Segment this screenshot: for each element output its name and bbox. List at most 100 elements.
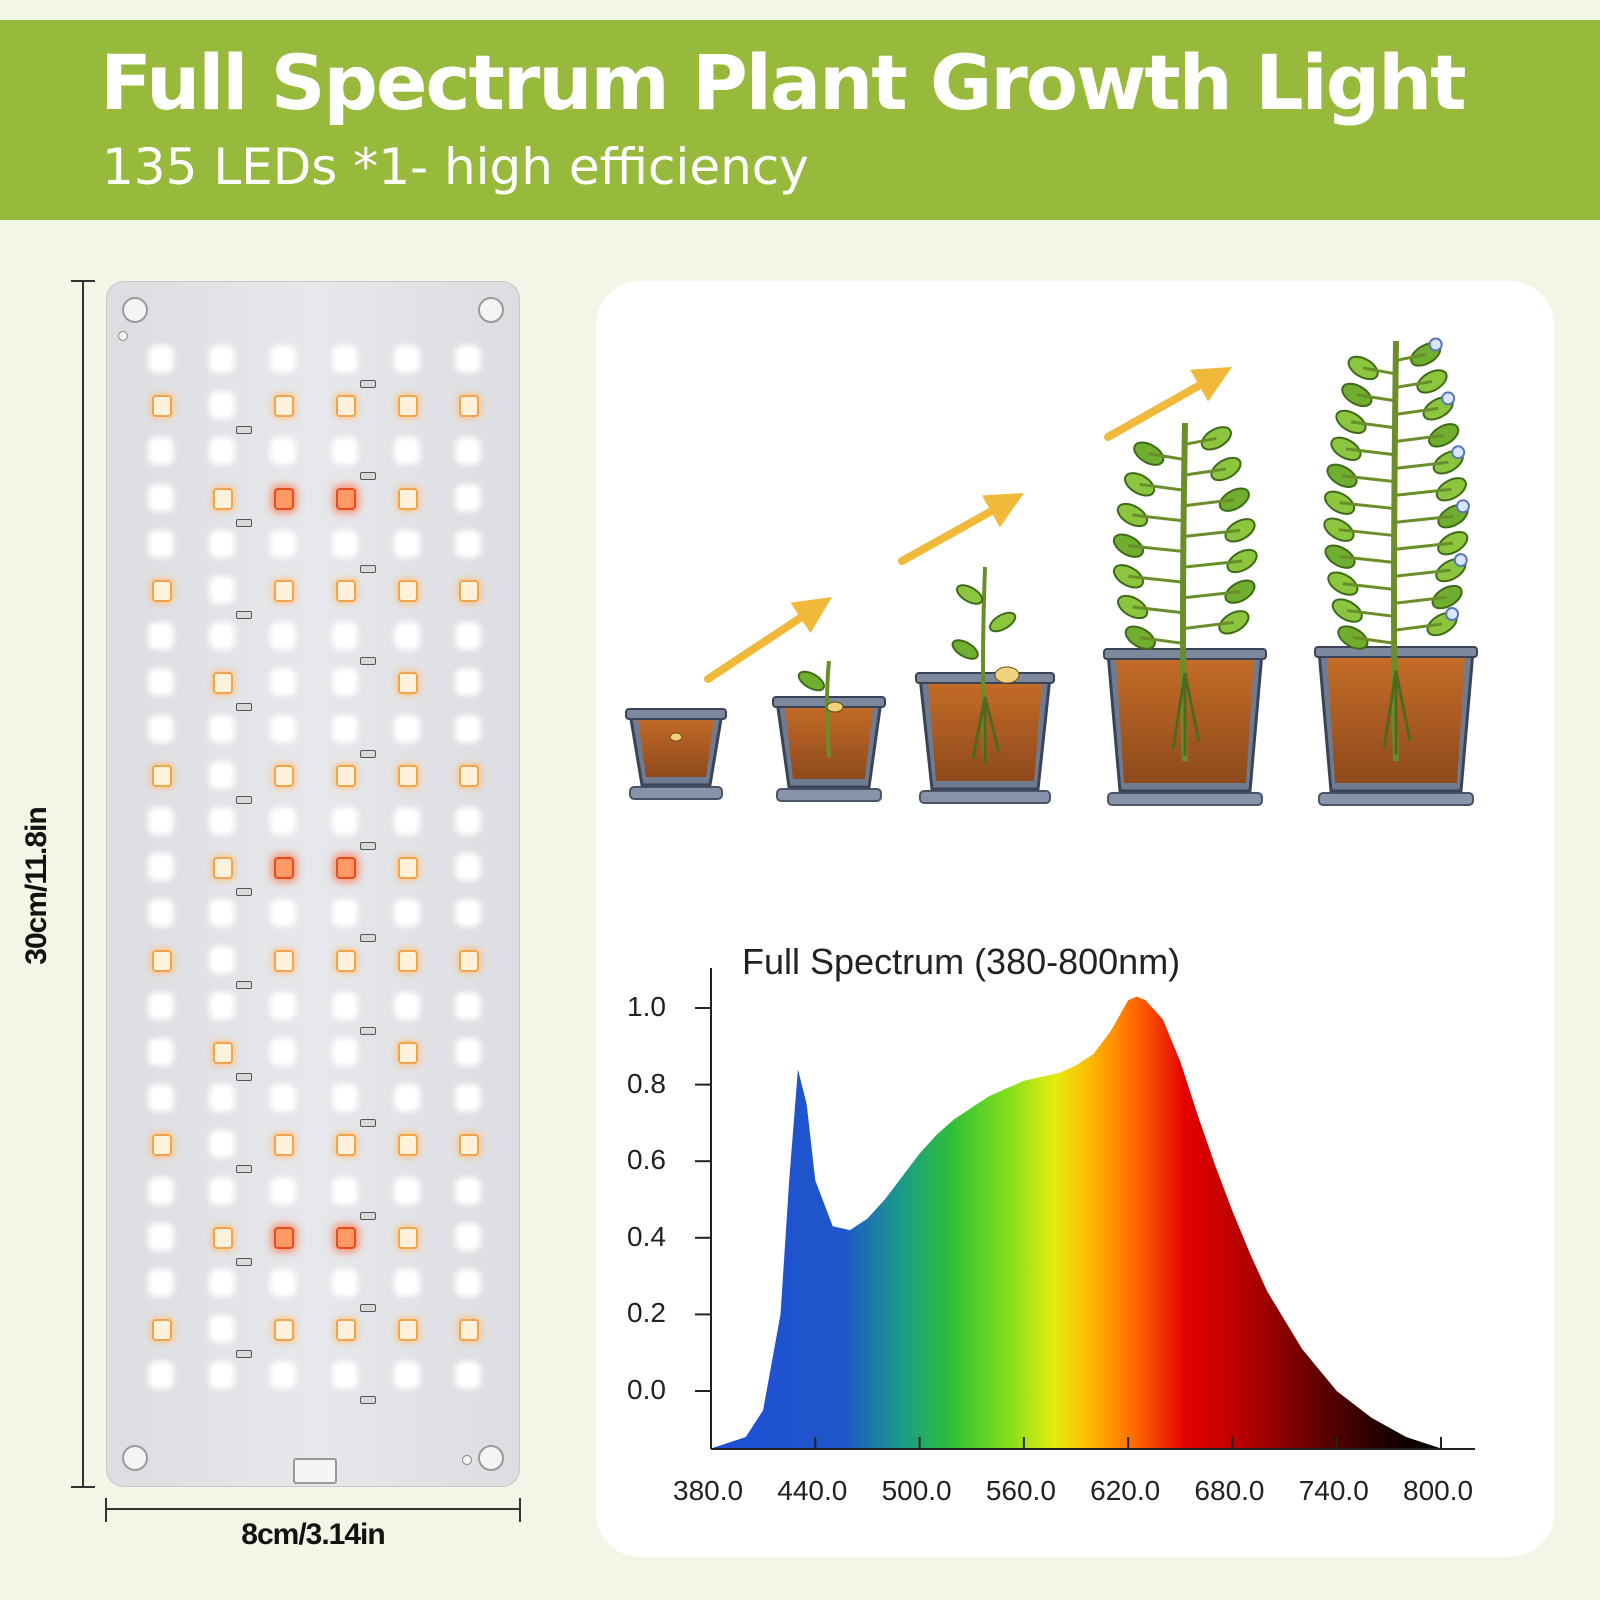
amber-led: [459, 764, 479, 787]
resistor-icon: [360, 472, 376, 481]
white-led: [274, 626, 292, 647]
white-led: [152, 857, 170, 878]
white-led: [152, 718, 170, 739]
white-led: [152, 533, 170, 554]
white-led: [152, 1226, 170, 1247]
amber-led: [336, 764, 356, 787]
white-led: [459, 533, 477, 554]
pot-seedling-icon: [915, 566, 1055, 804]
resistor-icon: [360, 657, 376, 666]
mount-hole-icon: [478, 297, 504, 323]
panel-graphics: [625, 337, 1478, 1450]
page-title: Full Spectrum Plant Growth Light: [100, 38, 1467, 127]
title-banner: Full Spectrum Plant Growth Light 135 LED…: [0, 20, 1600, 220]
white-led: [459, 672, 477, 693]
resistor-icon: [360, 1119, 376, 1128]
x-tick-label: 560.0: [985, 1475, 1056, 1506]
white-led: [336, 995, 354, 1016]
white-led: [213, 441, 231, 462]
white-led: [274, 441, 292, 462]
white-led: [152, 1180, 170, 1201]
white-led: [398, 718, 416, 739]
red-led: [274, 857, 294, 880]
white-led: [274, 672, 292, 693]
resistor-icon: [360, 564, 376, 573]
growth-arrowhead-icon: [1190, 367, 1232, 402]
red-led: [336, 1226, 356, 1249]
resistor-icon: [236, 1257, 252, 1266]
white-led: [213, 811, 231, 831]
led-board: [106, 281, 520, 1487]
amber-led: [459, 1134, 479, 1157]
red-led: [336, 487, 356, 510]
usb-connector-icon: [293, 1458, 337, 1484]
amber-led: [398, 857, 418, 880]
resistor-icon: [236, 703, 252, 712]
via-icon: [462, 1455, 472, 1465]
spectrum-chart: [695, 968, 1475, 1450]
amber-led: [152, 764, 172, 787]
y-tick-label: 0.8: [627, 1067, 666, 1099]
amber-led: [398, 1319, 418, 1342]
height-label: 30cm/11.8in: [20, 807, 53, 965]
white-led: [459, 857, 477, 878]
spectrum-area: [711, 996, 1441, 1449]
white-led: [213, 1273, 231, 1293]
amber-led: [398, 672, 418, 695]
amber-led: [398, 1042, 418, 1064]
white-led: [459, 1042, 477, 1062]
white-led: [336, 672, 354, 693]
x-tick-label: 500.0: [881, 1475, 952, 1506]
amber-led: [459, 395, 479, 418]
amber-led: [274, 949, 294, 972]
amber-led: [459, 580, 479, 602]
white-led: [398, 533, 416, 554]
white-led: [459, 626, 477, 647]
white-led: [213, 1180, 231, 1201]
white-led: [152, 441, 170, 462]
growth-arrow-icon: [704, 606, 816, 683]
amber-led: [274, 580, 294, 602]
x-tick-label: 380.0: [673, 1475, 744, 1506]
white-led: [152, 1365, 170, 1386]
resistor-icon: [236, 1073, 252, 1081]
x-tick-label: 680.0: [1194, 1475, 1265, 1506]
resistor-icon: [236, 980, 252, 989]
resistor-icon: [236, 1350, 252, 1359]
resistor-icon: [360, 749, 376, 758]
white-led: [213, 718, 231, 739]
x-tick-label: 800.0: [1403, 1475, 1474, 1506]
mount-hole-icon: [122, 1445, 148, 1471]
info-panel: Full Spectrum (380-800nm) 1.0 0.8 0.6 0.4 0.…: [596, 281, 1554, 1557]
amber-led: [398, 580, 418, 602]
amber-led: [336, 949, 356, 972]
pot-young-plant-icon: [1103, 422, 1267, 806]
growth-arrows: [704, 367, 1232, 683]
resistor-icon: [360, 1026, 376, 1035]
amber-led: [152, 395, 172, 418]
amber-led: [152, 949, 172, 972]
white-led: [213, 949, 231, 970]
x-tick-label: 620.0: [1090, 1475, 1161, 1506]
white-led: [398, 441, 416, 462]
mount-hole-icon: [478, 1445, 504, 1471]
white-led: [213, 580, 231, 600]
white-led: [274, 533, 292, 554]
white-led: [336, 718, 354, 739]
growth-arrow-icon: [898, 500, 1008, 565]
white-led: [274, 811, 292, 831]
white-led: [336, 811, 354, 831]
white-led: [459, 441, 477, 462]
amber-led: [274, 1319, 294, 1342]
width-dimension-line: [105, 1498, 521, 1522]
amber-led: [213, 487, 233, 510]
amber-led: [398, 949, 418, 972]
white-led: [459, 1180, 477, 1201]
white-led: [459, 718, 477, 739]
white-led: [336, 1180, 354, 1201]
white-led: [152, 1088, 170, 1109]
growth-arrow-icon: [1104, 374, 1216, 441]
width-label: 8cm/3.14in: [241, 1518, 385, 1551]
white-led: [336, 903, 354, 924]
amber-led: [152, 1319, 172, 1342]
